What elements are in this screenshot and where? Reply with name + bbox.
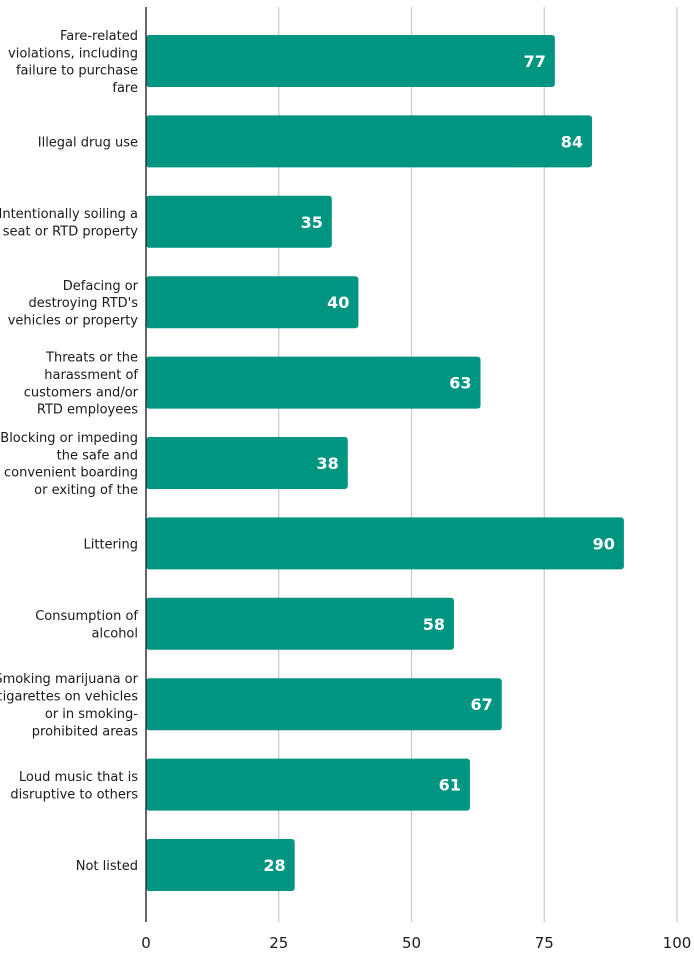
category-label-line: fare: [112, 81, 138, 96]
category-label-line: Intentionally soiling a: [0, 207, 138, 222]
value-labels: 77 84 35 40 63 38 90 58 67 61 28: [263, 52, 614, 875]
bar: [146, 758, 470, 811]
category-label-line: convenient boarding: [4, 466, 138, 481]
data-label: 61: [439, 776, 461, 795]
data-label: 84: [561, 132, 583, 151]
category-label-line: Consumption of: [35, 609, 138, 624]
category-label: Illegal drug use: [38, 135, 138, 150]
x-tick-label: 25: [269, 934, 288, 952]
data-label: 38: [317, 454, 339, 473]
category-label-line: Defacing or: [63, 279, 139, 294]
data-label: 67: [471, 695, 493, 714]
bar: [146, 195, 332, 248]
category-label-line: harassment of: [44, 368, 138, 383]
x-tick-label: 50: [402, 934, 421, 952]
bar: [146, 35, 555, 87]
category-label: Blocking or impeding the safe and convenie…: [0, 431, 138, 498]
data-label: 77: [524, 52, 546, 71]
category-label-line: or in smoking-: [45, 707, 138, 722]
category-label-line: Littering: [84, 537, 139, 552]
category-label-line: Fare-related: [60, 29, 138, 44]
category-label: Loud music that is disruptive to others: [10, 770, 138, 802]
category-label: Littering: [84, 537, 139, 552]
axes: 0 25 50 75 100: [141, 7, 691, 952]
category-label: Not listed: [76, 859, 138, 874]
category-label-line: violations, including: [8, 46, 138, 61]
data-label: 40: [327, 293, 349, 312]
category-label: Defacing or destroying RTD's vehicles or p…: [8, 279, 139, 329]
category-label: Consumption of alcohol: [35, 609, 138, 641]
category-label-line: customers and/or: [24, 385, 139, 400]
bars: [146, 35, 624, 891]
bar: [146, 839, 295, 891]
category-label-line: alcohol: [92, 627, 138, 642]
category-label: Smoking marijuana or cigarettes on vehicl…: [0, 672, 139, 739]
category-label-line: Blocking or impeding: [0, 431, 138, 446]
category-label-line: disruptive to others: [10, 787, 138, 802]
data-label: 63: [449, 374, 471, 393]
category-label-line: Not listed: [76, 859, 138, 874]
category-label-line: Loud music that is: [19, 770, 138, 785]
bar: [146, 597, 454, 650]
data-label: 90: [593, 534, 615, 553]
data-label: 35: [301, 213, 323, 232]
category-label-line: Illegal drug use: [38, 135, 138, 150]
bar: [146, 276, 359, 329]
category-label-line: vehicles or property: [8, 314, 139, 329]
category-label: Threats or the harassment of customers and…: [24, 351, 139, 418]
category-label-line: Smoking marijuana or: [0, 672, 139, 687]
category-label-line: prohibited areas: [32, 724, 138, 739]
bar: [146, 678, 502, 731]
category-label-line: the safe and: [57, 448, 138, 463]
x-tick-label: 75: [535, 934, 554, 952]
category-labels: Fare-related violations, including failure…: [0, 29, 139, 874]
category-label-line: Threats or the: [45, 351, 138, 366]
category-label-line: or exiting of the: [34, 483, 138, 498]
category-label-line: RTD employees: [37, 403, 138, 418]
category-label: Fare-related violations, including failure…: [8, 29, 138, 96]
category-label-line: failure to purchase: [16, 64, 138, 79]
bar: [146, 517, 624, 570]
data-label: 58: [423, 615, 445, 634]
data-label: 28: [263, 856, 285, 875]
bar: [146, 115, 593, 168]
x-tick-label: 100: [663, 934, 692, 952]
bar: [146, 356, 481, 409]
bar: [146, 437, 348, 489]
category-label-line: cigarettes on vehicles: [0, 690, 138, 705]
category-label-line: seat or RTD property: [3, 225, 139, 240]
category-label: Intentionally soiling a seat or RTD prope…: [0, 207, 138, 239]
category-label-line: destroying RTD's: [29, 296, 139, 311]
x-tick-label: 0: [141, 934, 151, 952]
